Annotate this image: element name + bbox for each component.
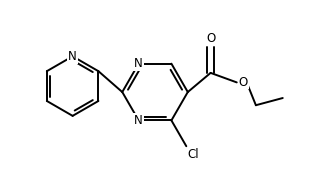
Text: N: N	[134, 57, 143, 70]
Text: N: N	[134, 114, 143, 127]
Text: Cl: Cl	[187, 148, 199, 161]
Text: O: O	[239, 76, 248, 89]
Text: O: O	[206, 32, 215, 45]
Text: N: N	[68, 50, 77, 63]
